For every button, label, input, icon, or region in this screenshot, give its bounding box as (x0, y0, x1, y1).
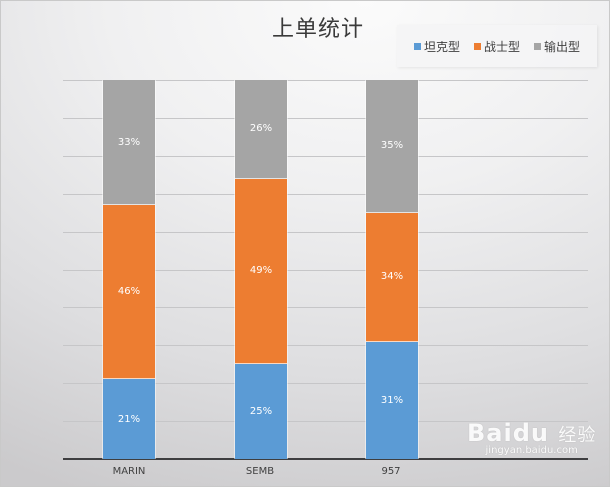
gridline (63, 155, 588, 157)
bar-segment: 49% (235, 178, 287, 365)
bar-segment: 31% (366, 341, 418, 459)
category-label-marin: MARIN (112, 466, 146, 477)
bar-segment: 35% (366, 80, 418, 213)
legend-label: 战士型 (483, 39, 520, 54)
legend-item-damage: 输出型 (534, 38, 580, 55)
data-label: 35% (380, 140, 404, 152)
baidu-logo-icon: Baidu 经验 (467, 419, 597, 447)
gridline (63, 421, 588, 423)
bar-segment: 46% (103, 205, 155, 380)
chart-title: 上单统计 (271, 17, 364, 42)
gridline (63, 231, 588, 233)
legend: 坦克型 战士型 输出型 (397, 25, 597, 67)
category-axis-line (63, 458, 588, 460)
bar-segment: 21% (103, 379, 155, 459)
data-label: 34% (380, 271, 404, 283)
bar-segment: 25% (235, 364, 287, 459)
bar-segment: 26% (235, 80, 287, 179)
baidu-watermark: Baidu 经验 jingyan.baidu.com (467, 419, 596, 456)
category-label-957: 957 (381, 466, 401, 477)
data-label: 33% (117, 136, 141, 148)
legend-item-tank: 坦克型 (413, 38, 460, 55)
watermark-url: jingyan.baidu.com (485, 445, 578, 456)
legend-swatch-fighter-icon (473, 42, 481, 50)
gridline (63, 117, 588, 119)
gridline (63, 383, 588, 385)
gridline (63, 193, 588, 195)
legend-label: 输出型 (544, 39, 581, 54)
category-label-semb: SEMB (245, 466, 275, 477)
legend-swatch-tank-icon (413, 42, 421, 50)
bar-segment: 34% (366, 212, 418, 342)
stacked-bar-semb: 25% 49% 26% (234, 80, 288, 459)
legend-item-fighter: 战士型 (473, 38, 520, 55)
legend-swatch-damage-icon (534, 42, 541, 50)
data-label: 25% (249, 406, 273, 418)
stacked-bar-marin: 21% 46% 33% (102, 80, 156, 459)
gridline (63, 307, 588, 309)
data-label: 49% (249, 265, 273, 277)
data-label: 26% (249, 123, 273, 135)
gridline (63, 345, 588, 347)
data-label: 31% (380, 394, 404, 406)
gridline (63, 269, 588, 271)
legend-label: 坦克型 (423, 39, 460, 54)
bar-segment: 33% (103, 80, 155, 206)
stacked-bar-957: 31% 34% 35% (365, 80, 419, 459)
data-label: 46% (117, 286, 141, 298)
gridline (63, 80, 588, 81)
data-label: 21% (117, 413, 141, 425)
